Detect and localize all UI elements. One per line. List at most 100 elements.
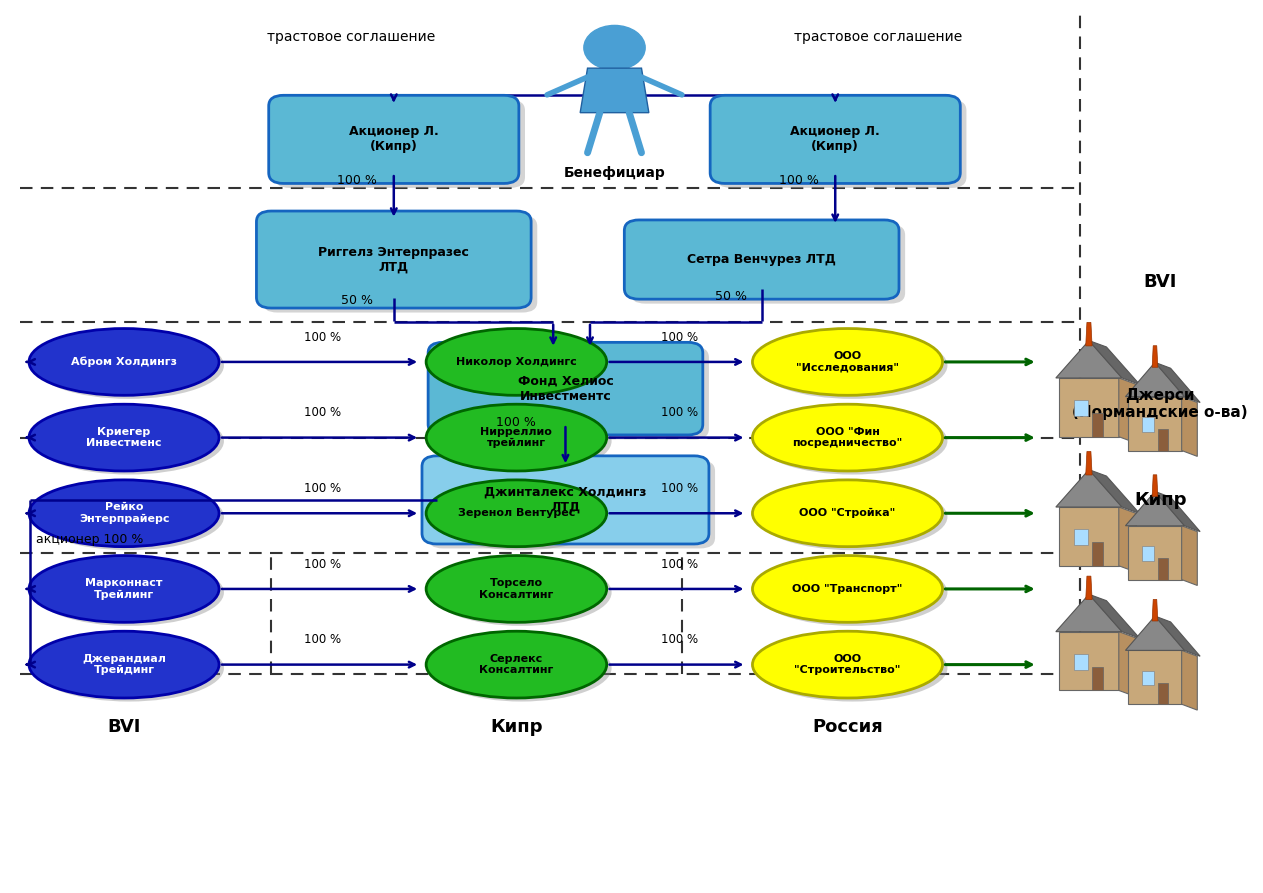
Text: Криегер
Инвестменс: Криегер Инвестменс	[86, 427, 162, 448]
Polygon shape	[1152, 346, 1158, 367]
Bar	[1142, 671, 1154, 685]
Polygon shape	[1128, 396, 1182, 450]
Text: трастовое соглашение: трастовое соглашение	[794, 30, 962, 44]
Text: ООО
"Строительство": ООО "Строительство"	[794, 654, 901, 675]
Text: Торсело
Консалтинг: Торсело Консалтинг	[479, 578, 553, 600]
Text: BVI: BVI	[1143, 272, 1177, 291]
Text: 100 %: 100 %	[661, 557, 698, 571]
Ellipse shape	[431, 483, 611, 550]
Ellipse shape	[758, 332, 947, 399]
Ellipse shape	[753, 480, 942, 547]
Polygon shape	[580, 68, 649, 113]
Bar	[1158, 429, 1167, 450]
Polygon shape	[1128, 650, 1182, 705]
Text: 100 %: 100 %	[661, 406, 698, 419]
Text: 100 %: 100 %	[304, 406, 341, 419]
Polygon shape	[1086, 322, 1092, 346]
Polygon shape	[1152, 475, 1158, 497]
Bar	[1092, 413, 1103, 437]
Text: Джерси
(Нормандские о-ва): Джерси (Нормандские о-ва)	[1072, 388, 1248, 420]
Text: Рейко
Энтерпрайерс: Рейко Энтерпрайерс	[78, 503, 169, 524]
Polygon shape	[1058, 378, 1119, 437]
Ellipse shape	[431, 332, 611, 399]
Text: Акционер Л.
(Кипр): Акционер Л. (Кипр)	[791, 125, 880, 154]
Ellipse shape	[758, 483, 947, 550]
Bar	[1074, 654, 1089, 670]
Text: 100 %: 100 %	[661, 633, 698, 647]
Ellipse shape	[34, 635, 224, 702]
Polygon shape	[1154, 363, 1200, 403]
Polygon shape	[1119, 507, 1137, 572]
Ellipse shape	[426, 329, 606, 396]
Text: Николор Холдингс: Николор Холдингс	[456, 357, 577, 367]
Text: 100 %: 100 %	[304, 557, 341, 571]
FancyBboxPatch shape	[269, 96, 519, 183]
Text: Марконнаст
Трейлинг: Марконнаст Трейлинг	[86, 578, 163, 600]
Text: Бенефициар: Бенефициар	[563, 166, 666, 180]
Polygon shape	[1154, 616, 1200, 656]
Polygon shape	[1119, 378, 1137, 443]
Text: Россия: Россия	[812, 718, 883, 736]
Polygon shape	[1058, 631, 1119, 690]
FancyBboxPatch shape	[630, 224, 906, 304]
Bar	[1142, 546, 1154, 561]
Polygon shape	[1125, 363, 1185, 396]
Text: Джерандиал
Трейдинг: Джерандиал Трейдинг	[82, 654, 165, 675]
Text: ООО "Фин
посредничество": ООО "Фин посредничество"	[792, 427, 903, 448]
Text: акционер 100 %: акционер 100 %	[35, 533, 143, 547]
Ellipse shape	[29, 405, 218, 471]
Text: ООО "Транспорт": ООО "Транспорт"	[792, 584, 903, 594]
Polygon shape	[1182, 650, 1197, 710]
Bar	[1142, 417, 1154, 431]
Text: Серлекс
Консалтинг: Серлекс Консалтинг	[479, 654, 553, 675]
Polygon shape	[1182, 526, 1197, 586]
Text: Кипр: Кипр	[490, 718, 543, 736]
Text: Зеренол Вентурес: Зеренол Вентурес	[457, 508, 575, 518]
Bar	[1158, 682, 1167, 705]
Ellipse shape	[34, 559, 224, 626]
Polygon shape	[1182, 396, 1197, 456]
Ellipse shape	[426, 405, 606, 471]
Text: Абром Холдингз: Абром Холдингз	[71, 356, 177, 367]
Bar	[1158, 558, 1167, 580]
Polygon shape	[1086, 576, 1092, 599]
Ellipse shape	[753, 405, 942, 471]
Text: 100 %: 100 %	[304, 633, 341, 647]
FancyBboxPatch shape	[428, 460, 715, 548]
Ellipse shape	[431, 408, 611, 474]
Ellipse shape	[431, 559, 611, 626]
Text: 100 %: 100 %	[778, 174, 818, 188]
Polygon shape	[1086, 452, 1092, 475]
Text: ООО
"Исследования": ООО "Исследования"	[796, 351, 899, 372]
FancyBboxPatch shape	[434, 346, 709, 439]
Ellipse shape	[758, 559, 947, 626]
Text: 100 %: 100 %	[337, 174, 376, 188]
FancyBboxPatch shape	[422, 455, 709, 544]
FancyBboxPatch shape	[256, 211, 532, 308]
Text: 100 %: 100 %	[304, 482, 341, 495]
Polygon shape	[1089, 594, 1139, 638]
FancyBboxPatch shape	[710, 96, 960, 183]
Ellipse shape	[34, 332, 224, 399]
Circle shape	[584, 25, 645, 70]
Text: 50 %: 50 %	[715, 290, 746, 303]
Text: BVI: BVI	[107, 718, 140, 736]
Text: Кипр: Кипр	[1134, 491, 1186, 509]
Bar	[1092, 542, 1103, 566]
Text: 100 %: 100 %	[496, 415, 537, 429]
Ellipse shape	[34, 483, 224, 550]
Text: ООО "Стройка": ООО "Стройка"	[799, 508, 895, 518]
Ellipse shape	[431, 635, 611, 702]
Polygon shape	[1125, 616, 1185, 650]
Polygon shape	[1128, 526, 1182, 580]
Text: Риггелз Энтерпразес
ЛТД: Риггелз Энтерпразес ЛТД	[318, 246, 470, 273]
Ellipse shape	[753, 329, 942, 396]
Ellipse shape	[34, 408, 224, 474]
FancyBboxPatch shape	[275, 100, 525, 188]
Ellipse shape	[29, 555, 218, 622]
Ellipse shape	[753, 631, 942, 698]
Polygon shape	[1058, 507, 1119, 566]
Text: Нирреллио
трейлинг: Нирреллио трейлинг	[480, 427, 552, 448]
Ellipse shape	[29, 631, 218, 698]
Polygon shape	[1089, 340, 1139, 384]
